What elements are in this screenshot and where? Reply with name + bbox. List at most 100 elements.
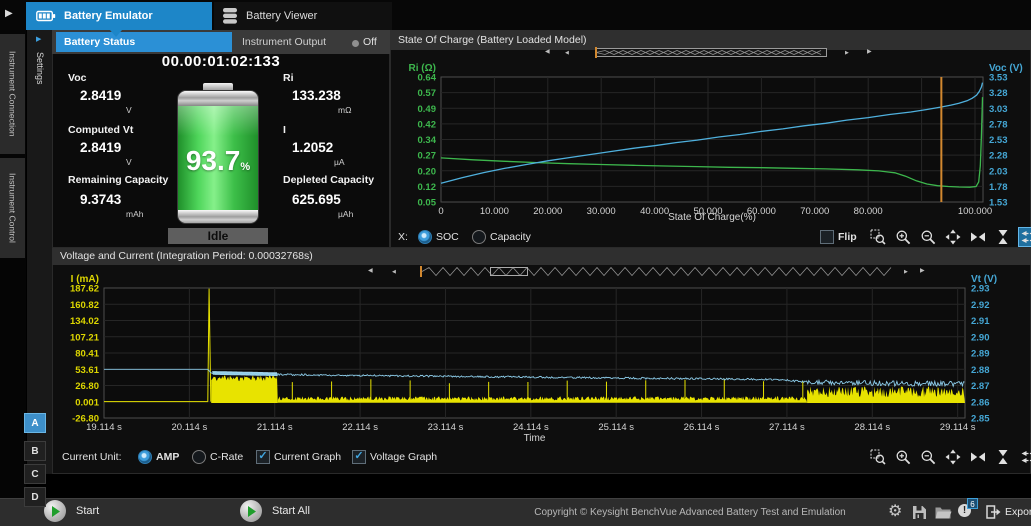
svg-text:3.03: 3.03 <box>989 104 1008 115</box>
fit-vertical-icon[interactable] <box>993 227 1013 247</box>
auto-track-icon[interactable] <box>1018 447 1031 467</box>
svg-text:24.114 s: 24.114 s <box>513 422 549 433</box>
svg-text:20.000: 20.000 <box>533 206 562 217</box>
svg-text:26.114 s: 26.114 s <box>684 422 720 433</box>
start-button[interactable]: Start <box>44 500 99 522</box>
scroll-right-end-icon[interactable]: ▶ <box>867 47 872 58</box>
fit-all-icon[interactable] <box>943 447 963 467</box>
svg-text:0.20: 0.20 <box>418 166 437 177</box>
vc-panel-title: Voltage and Current (Integration Period:… <box>52 248 1031 265</box>
svg-text:2.87: 2.87 <box>971 381 990 392</box>
x-mode-capacity-radio[interactable] <box>472 230 486 244</box>
scroll-left-icon[interactable]: ◀ <box>392 267 396 277</box>
computed-vt-value: 2.8419 <box>80 140 121 155</box>
svg-text:Vt (V): Vt (V) <box>971 274 997 285</box>
depleted-capacity-label: Depleted Capacity <box>283 174 374 186</box>
svg-text:187.62: 187.62 <box>70 284 99 295</box>
play-icon <box>240 500 262 522</box>
settings-tab-label: Settings <box>35 52 45 85</box>
svg-text:160.82: 160.82 <box>70 300 99 311</box>
vc-chart-toolbar <box>868 447 1031 467</box>
expand-arrow-icon[interactable]: ▶ <box>36 35 41 43</box>
scroll-right-icon[interactable]: ▶ <box>845 48 849 58</box>
svg-text:10.000: 10.000 <box>480 206 509 217</box>
unit-amp-radio[interactable] <box>138 450 152 464</box>
save-icon[interactable] <box>912 505 927 520</box>
depleted-capacity-value: 625.695 <box>292 192 341 207</box>
auto-track-icon[interactable] <box>1018 227 1031 247</box>
fit-all-icon[interactable] <box>943 227 963 247</box>
tab-label: Battery Viewer <box>246 10 317 22</box>
sidebar-collapse-button[interactable]: ▶ <box>5 8 21 24</box>
zoom-out-icon[interactable] <box>918 447 938 467</box>
svg-text:70.000: 70.000 <box>800 206 829 217</box>
svg-text:0: 0 <box>438 206 443 217</box>
tab-battery-viewer[interactable]: Battery Viewer <box>214 2 392 30</box>
unit-crate-radio[interactable] <box>192 450 206 464</box>
channel-button-b[interactable]: B <box>24 441 46 461</box>
zoom-in-icon[interactable] <box>893 447 913 467</box>
battery-status-tab[interactable]: Battery Status <box>56 32 232 52</box>
vc-scrollbar[interactable]: ◀ ◀ ▶ ▶ <box>368 266 930 277</box>
active-tab-notch <box>110 30 122 37</box>
tab-label: Battery Emulator <box>64 10 153 22</box>
svg-text:State Of Charge(%): State Of Charge(%) <box>668 212 756 223</box>
sidebar-item-instrument-control[interactable]: Instrument Control <box>0 158 25 258</box>
flip-checkbox[interactable] <box>820 230 834 244</box>
fit-vertical-icon[interactable] <box>993 447 1013 467</box>
scroll-left-end-icon[interactable]: ◀ <box>545 47 550 58</box>
instrument-output-tab[interactable]: Instrument Output <box>242 32 326 52</box>
svg-text:Voc (V): Voc (V) <box>989 63 1023 74</box>
export-icon <box>986 505 1001 519</box>
depleted-capacity-unit: µAh <box>338 209 353 219</box>
soc-percent-sign: % <box>240 161 250 173</box>
soc-scroll-thumb[interactable] <box>595 48 827 57</box>
x-mode-soc-radio[interactable] <box>418 230 432 244</box>
battery-graphic: 93.7% <box>177 83 259 224</box>
fit-horizontal-icon[interactable] <box>968 227 988 247</box>
remaining-capacity-unit: mAh <box>126 209 143 219</box>
notification-badge: 6 <box>967 498 978 509</box>
scroll-left-icon[interactable]: ◀ <box>565 48 569 58</box>
vc-scroll-thumb[interactable] <box>490 267 528 276</box>
open-folder-icon[interactable] <box>935 506 952 519</box>
svg-text:2.53: 2.53 <box>989 135 1008 146</box>
zoom-region-icon[interactable] <box>868 227 888 247</box>
zoom-out-icon[interactable] <box>918 227 938 247</box>
channel-button-d[interactable]: D <box>24 487 46 507</box>
voltage-graph-checkbox[interactable] <box>352 450 366 464</box>
settings-gear-icon[interactable]: ⚙ <box>888 502 902 522</box>
channel-button-a[interactable]: A <box>24 413 46 433</box>
svg-text:30.000: 30.000 <box>587 206 616 217</box>
unit-amp-label[interactable]: AMP <box>156 451 179 463</box>
channel-button-c[interactable]: C <box>24 464 46 484</box>
settings-strip[interactable]: ▶ Settings <box>26 30 52 474</box>
soc-chart[interactable]: 0.643.530.573.280.493.030.422.780.342.53… <box>390 58 1031 248</box>
x-mode-soc-label[interactable]: SOC <box>436 231 459 243</box>
x-mode-capacity-label[interactable]: Capacity <box>490 231 531 243</box>
vc-chart[interactable]: 187.622.93160.822.92134.022.91107.212.90… <box>52 264 1031 448</box>
svg-text:2.88: 2.88 <box>971 365 990 376</box>
computed-vt-label: Computed Vt <box>68 124 133 136</box>
unit-crate-label[interactable]: C-Rate <box>210 451 243 463</box>
voltage-graph-label: Voltage Graph <box>370 451 437 463</box>
voc-label: Voc <box>68 72 86 84</box>
soc-scrollbar[interactable]: ◀ ◀ ▶ ▶ <box>545 47 895 58</box>
zoom-region-icon[interactable] <box>868 447 888 467</box>
remaining-capacity-label: Remaining Capacity <box>68 174 168 186</box>
sidebar-item-instrument-connection[interactable]: Instrument Connection <box>0 34 25 154</box>
current-graph-checkbox[interactable] <box>256 450 270 464</box>
fit-horizontal-icon[interactable] <box>968 447 988 467</box>
svg-text:2.03: 2.03 <box>989 166 1008 177</box>
scroll-left-end-icon[interactable]: ◀ <box>368 266 373 277</box>
voc-unit: V <box>126 105 132 115</box>
scroll-right-end-icon[interactable]: ▶ <box>920 266 925 277</box>
export-button[interactable]: Export <box>986 505 1031 519</box>
current-unit: µA <box>334 157 345 167</box>
scroll-right-icon[interactable]: ▶ <box>904 267 908 277</box>
tab-battery-emulator[interactable]: Battery Emulator <box>26 2 212 30</box>
zoom-in-icon[interactable] <box>893 227 913 247</box>
svg-text:22.114 s: 22.114 s <box>342 422 378 433</box>
start-all-button[interactable]: Start All <box>240 500 310 522</box>
output-state-label[interactable]: Off <box>363 32 377 52</box>
